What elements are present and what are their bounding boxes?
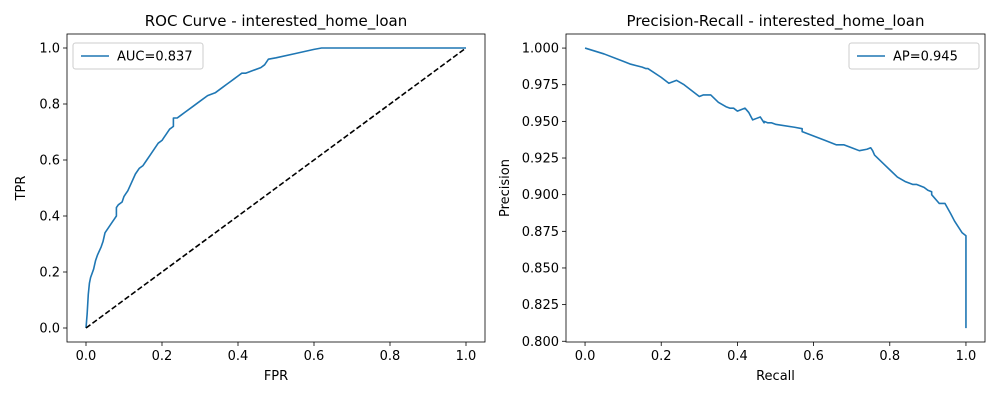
y-tick-label: 0.900 <box>522 188 559 203</box>
y-tick-label: 0.8 <box>39 98 60 113</box>
x-tick-label: 0.8 <box>879 349 900 364</box>
y-tick-label: 0.950 <box>522 115 559 130</box>
y-tick-label: 0.800 <box>522 335 559 350</box>
y-tick-label: 0.825 <box>522 298 559 313</box>
y-tick-label: 0.6 <box>39 154 60 169</box>
legend-box <box>72 42 204 70</box>
y-tick-label: 0.875 <box>522 225 559 240</box>
x-tick-label: 1.0 <box>956 349 977 364</box>
x-tick-label: 1.0 <box>456 349 477 364</box>
x-tick-label: 0.2 <box>152 349 173 364</box>
x-tick-label: 0.0 <box>76 349 97 364</box>
legend-label: AP=0.945 <box>893 50 958 65</box>
series-line <box>584 47 967 329</box>
legend: AP=0.945 <box>848 42 980 70</box>
series-line <box>85 47 466 329</box>
legend-box <box>848 42 980 70</box>
y-axis-label: TPR <box>14 176 29 202</box>
y-tick-label: 0.975 <box>522 78 559 93</box>
x-tick-label: 0.4 <box>727 349 748 364</box>
plot-frame <box>565 33 986 343</box>
y-tick-label: 0.850 <box>522 261 559 276</box>
y-tick-label: 1.000 <box>522 42 559 57</box>
legend: AUC=0.837 <box>72 42 204 70</box>
plot-frame <box>66 33 486 343</box>
x-tick-label: 0.6 <box>803 349 824 364</box>
roc-chart: ROC Curve - interested_home_loan 0.0 0.2 0.… <box>14 12 486 384</box>
chart-title: ROC Curve - interested_home_loan <box>145 12 408 31</box>
chart-title: Precision-Recall - interested_home_loan <box>627 12 925 31</box>
x-tick-label: 0.8 <box>380 349 401 364</box>
y-tick-label: 1.0 <box>39 42 60 57</box>
legend-label: AUC=0.837 <box>117 50 193 65</box>
x-tick-label: 0.2 <box>651 349 672 364</box>
y-tick-label: 0.0 <box>39 322 60 337</box>
x-tick-label: 0.4 <box>228 349 249 364</box>
x-axis-label: FPR <box>264 369 288 384</box>
y-tick-label: 0.2 <box>39 266 60 281</box>
y-tick-label: 0.4 <box>39 210 60 225</box>
y-axis-label: Precision <box>498 159 513 217</box>
precision-recall-chart: Precision-Recall - interested_home_loan 0… <box>498 12 986 384</box>
diagonal-reference-line <box>85 47 467 329</box>
x-tick-label: 0.0 <box>575 349 596 364</box>
x-tick-label: 0.6 <box>304 349 325 364</box>
x-axis-label: Recall <box>756 369 795 384</box>
y-tick-label: 0.925 <box>522 152 559 167</box>
